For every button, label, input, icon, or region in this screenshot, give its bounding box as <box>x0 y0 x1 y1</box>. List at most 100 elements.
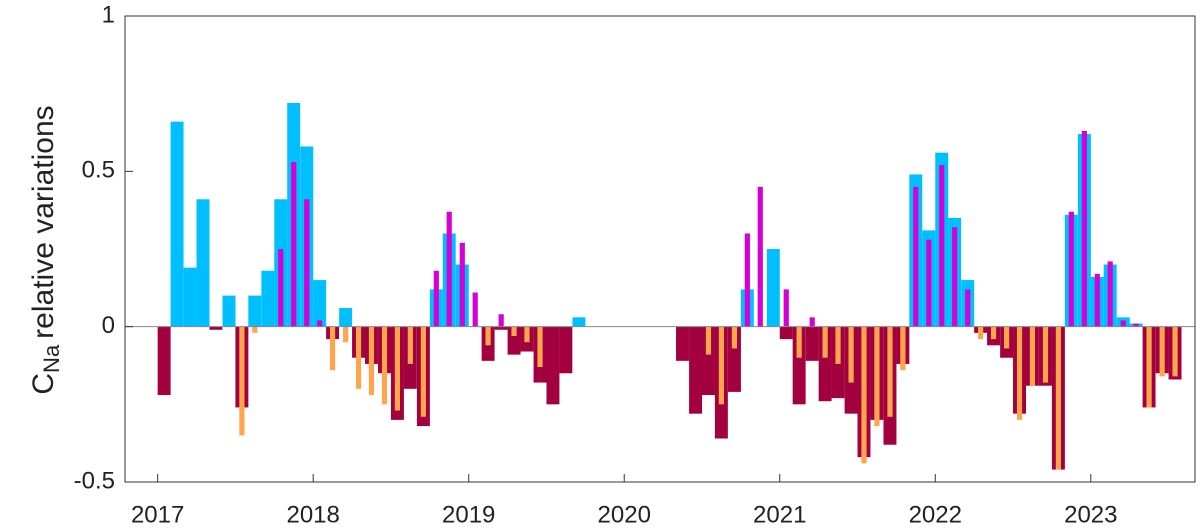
bar <box>887 326 893 417</box>
bar <box>407 326 413 364</box>
x-tick-label: 2020 <box>598 501 651 528</box>
bar <box>705 326 712 355</box>
bar <box>183 267 197 327</box>
bar <box>1107 261 1113 327</box>
bar <box>381 326 388 405</box>
y-label-main: C <box>27 373 60 395</box>
bar <box>1004 326 1010 349</box>
bar <box>1120 320 1126 327</box>
bar <box>498 314 504 327</box>
bar <box>965 289 971 327</box>
bar <box>822 326 828 358</box>
bar <box>261 270 275 327</box>
bar <box>848 326 854 383</box>
bar <box>394 326 401 411</box>
bar <box>420 326 426 417</box>
y-label-sub: Na <box>39 344 64 373</box>
bar <box>537 326 543 368</box>
bar <box>222 295 236 327</box>
bar <box>511 326 517 336</box>
y-tick-label: 1 <box>102 1 115 28</box>
bar <box>861 326 867 464</box>
y-axis-label: CNa relative variations <box>27 105 64 394</box>
bar <box>252 326 258 333</box>
bar <box>368 326 375 396</box>
bar <box>796 326 802 358</box>
bar <box>939 165 945 327</box>
x-tick-label: 2023 <box>1064 501 1117 528</box>
bar <box>1055 326 1061 470</box>
bar <box>1029 326 1036 386</box>
y-tick-label: 0.5 <box>82 157 115 184</box>
bar <box>766 249 780 327</box>
x-tick-label: 2017 <box>131 501 184 528</box>
bar <box>701 326 715 396</box>
bar <box>343 326 349 343</box>
bar <box>1159 326 1165 377</box>
bar <box>952 227 958 327</box>
bar <box>818 326 832 402</box>
x-tick-label: 2018 <box>286 501 339 528</box>
bar <box>792 326 806 405</box>
bar <box>459 242 465 327</box>
bar <box>1133 323 1139 327</box>
bar <box>990 326 997 340</box>
bar <box>744 233 750 327</box>
bar <box>835 326 841 364</box>
bar <box>157 326 171 396</box>
bar <box>689 326 703 414</box>
bar <box>329 326 336 371</box>
bar <box>727 326 741 392</box>
bar <box>433 270 439 327</box>
bar <box>1146 326 1152 408</box>
bar <box>1016 326 1023 420</box>
bar <box>546 326 560 405</box>
bar <box>313 280 327 327</box>
x-tick-label: 2021 <box>753 501 806 528</box>
bar <box>1081 130 1087 327</box>
plot-frame <box>124 15 1196 483</box>
bar <box>339 308 353 327</box>
bar <box>291 162 297 327</box>
bar <box>926 239 932 327</box>
bar <box>559 326 573 374</box>
bar <box>1042 326 1049 383</box>
bar <box>805 326 819 361</box>
bar <box>304 199 310 327</box>
bar <box>472 292 478 327</box>
bar <box>874 326 880 427</box>
bar <box>731 326 738 349</box>
bar <box>913 186 919 327</box>
bar <box>718 326 724 405</box>
bar <box>757 186 763 327</box>
bar <box>809 317 815 327</box>
bar <box>572 317 586 327</box>
bar <box>355 326 362 389</box>
x-tick-label: 2022 <box>909 501 962 528</box>
bar <box>900 326 906 371</box>
bar <box>317 320 323 327</box>
x-tick-label: 2019 <box>442 501 495 528</box>
bar <box>1094 273 1100 327</box>
bar <box>1172 326 1178 377</box>
bar <box>485 326 491 346</box>
bar <box>779 326 793 340</box>
bar <box>278 249 284 327</box>
bar <box>494 326 508 330</box>
y-label-rest: relative variations <box>27 105 60 338</box>
y-tick-label: -0.5 <box>74 467 115 494</box>
bar <box>783 289 789 327</box>
bar <box>209 326 223 330</box>
bar <box>196 199 210 327</box>
bar <box>446 211 452 327</box>
bar <box>978 326 984 340</box>
bar <box>676 326 689 361</box>
bar <box>1068 211 1074 327</box>
bar <box>170 121 184 327</box>
bar <box>524 326 530 343</box>
bar <box>239 326 245 436</box>
y-tick-label: 0 <box>102 312 115 339</box>
bar <box>248 295 262 327</box>
